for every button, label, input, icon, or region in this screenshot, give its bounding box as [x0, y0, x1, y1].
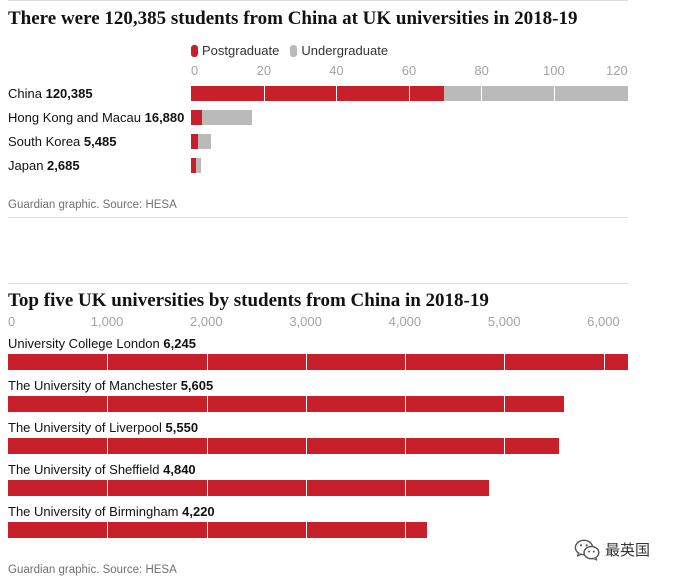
top-rule — [8, 283, 628, 284]
total-value: 16,880 — [144, 109, 185, 125]
category-name: The University of Manchester — [8, 378, 178, 393]
chart-title: Top five UK universities by students fro… — [8, 290, 489, 311]
row-label: The University of Birmingham 4,220 — [8, 504, 215, 520]
gridline — [405, 354, 406, 538]
total-value: 120,385 — [45, 85, 93, 101]
gridline — [264, 86, 265, 173]
total-value: 4,220 — [182, 504, 215, 519]
x-tick-label: 0 — [191, 63, 199, 78]
total-value: 2,685 — [47, 157, 80, 173]
x-tick-label: 2,000 — [190, 314, 223, 329]
x-tick-label: 4,000 — [388, 314, 422, 329]
top-rule — [8, 0, 628, 1]
x-tick-label: 0 — [8, 314, 16, 329]
legend-label: Postgraduate — [202, 43, 280, 58]
bar — [8, 480, 489, 496]
category-name: The University of Sheffield — [8, 462, 160, 477]
category-name: The University of Birmingham — [8, 504, 179, 519]
gridline — [481, 86, 482, 173]
category-name: China — [8, 85, 42, 101]
source-note: Guardian graphic. Source: HESA — [8, 564, 177, 576]
gridline — [604, 354, 605, 538]
gridline — [336, 86, 337, 173]
bar — [8, 396, 565, 412]
row-label: The University of Manchester 5,605 — [8, 378, 213, 394]
bar-segment-undergraduate — [201, 110, 253, 125]
total-value: 5,605 — [180, 378, 214, 393]
row-label: Hong Kong and Macau 16,880 — [8, 110, 184, 126]
bar-segment-postgraduate — [191, 158, 196, 173]
x-tick-label: 100 — [543, 63, 565, 78]
legend-item-postgraduate: Postgraduate — [191, 43, 279, 59]
category-name: Hong Kong and Macau — [8, 109, 141, 125]
row-label: South Korea 5,485 — [8, 134, 116, 150]
x-tick-label: 6,000 — [587, 314, 620, 329]
gridline — [554, 86, 555, 173]
bar — [8, 354, 628, 370]
category-name: The University of Liverpool — [8, 420, 162, 435]
legend-item-undergraduate: Undergraduate — [290, 43, 388, 59]
gridline — [504, 354, 505, 538]
watermark: 最英国 — [574, 539, 650, 561]
total-value: 5,550 — [165, 420, 199, 435]
x-tick-label: 5,000 — [487, 314, 521, 329]
gridline — [409, 86, 410, 173]
bar-segment-postgraduate — [191, 86, 444, 101]
x-tick-label: 60 — [401, 63, 417, 78]
legend-swatch — [191, 45, 198, 57]
bar-segment-undergraduate — [197, 134, 211, 149]
wechat-icon — [574, 539, 600, 561]
bottom-rule — [8, 217, 628, 218]
total-value: 5,485 — [83, 133, 117, 149]
legend-swatch — [290, 45, 298, 57]
watermark-text: 最英国 — [605, 541, 651, 559]
row-label: China 120,385 — [8, 86, 93, 102]
total-value: 4,840 — [163, 462, 196, 477]
row-label: University College London 6,245 — [8, 336, 196, 352]
x-tick-label: 1,000 — [90, 314, 124, 329]
gridline — [306, 354, 307, 538]
x-tick-label: 20 — [256, 63, 272, 78]
bar-segment-postgraduate — [191, 110, 202, 125]
row-label: The University of Liverpool 5,550 — [8, 420, 198, 436]
row-label: The University of Sheffield 4,840 — [8, 462, 196, 478]
chart-title: There were 120,385 students from China a… — [8, 8, 578, 29]
legend-label: Undergraduate — [301, 43, 389, 58]
gridline — [107, 354, 108, 538]
x-tick-label: 80 — [474, 63, 489, 78]
total-value: 6,245 — [163, 336, 196, 351]
bar — [8, 522, 427, 538]
bar — [8, 438, 559, 454]
category-name: South Korea — [8, 133, 81, 149]
category-name: Japan — [8, 157, 44, 173]
category-name: University College London — [8, 336, 160, 351]
bar-segment-undergraduate — [195, 158, 201, 173]
gridline — [207, 354, 208, 538]
x-tick-label: 40 — [329, 63, 344, 78]
bar-segment-postgraduate — [191, 134, 198, 149]
row-label: Japan 2,685 — [8, 158, 80, 174]
legend: Postgraduate Undergraduate — [191, 43, 399, 59]
x-tick-label: 3,000 — [289, 314, 322, 329]
x-tick-label: 120 — [606, 63, 628, 78]
source-note: Guardian graphic. Source: HESA — [8, 199, 177, 211]
bar-segment-undergraduate — [443, 86, 628, 101]
